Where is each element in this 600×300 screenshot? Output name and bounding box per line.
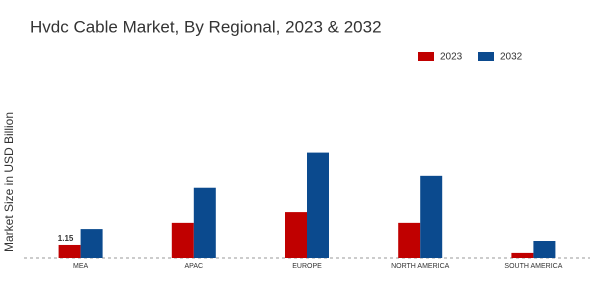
data-label: 1.15 [58, 234, 74, 243]
x-tick-label: EUROPE [292, 263, 322, 270]
bar [80, 229, 103, 258]
legend-swatch [418, 52, 434, 61]
x-tick-label: MEA [73, 263, 89, 270]
legend-swatch [478, 52, 494, 61]
legend-label: 2023 [440, 52, 463, 63]
bar [533, 241, 556, 258]
legend-label: 2032 [500, 52, 523, 63]
y-axis-label: Market Size in USD Billion [2, 112, 16, 252]
bar [420, 175, 443, 258]
bar [398, 222, 421, 258]
bar [58, 244, 81, 258]
x-tick-label: NORTH AMERICA [391, 263, 450, 270]
chart-title: Hvdc Cable Market, By Regional, 2023 & 2… [30, 17, 382, 36]
bar [511, 252, 534, 258]
bar [171, 222, 194, 258]
x-tick-label: APAC [184, 263, 204, 270]
bar [285, 212, 307, 258]
bar [193, 187, 216, 258]
bar [307, 152, 329, 258]
x-tick-label: SOUTH AMERICA [504, 263, 563, 270]
